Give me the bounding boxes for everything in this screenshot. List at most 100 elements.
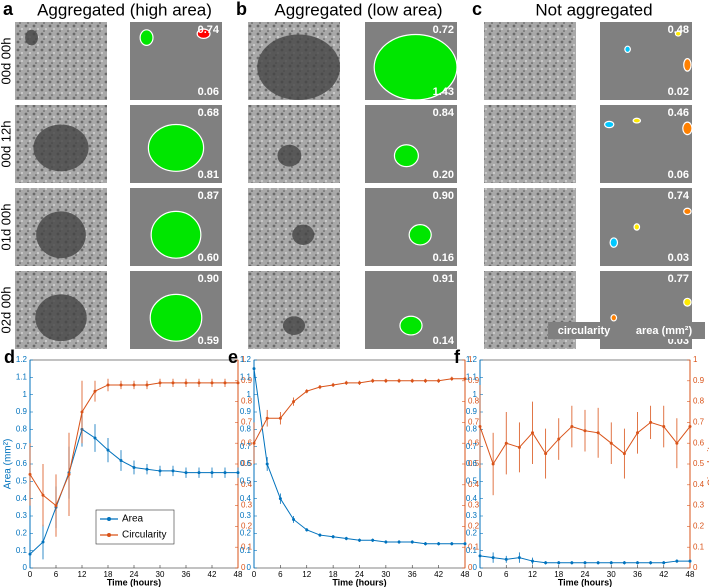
point [197, 471, 201, 475]
circularity-value: 0.90 [433, 190, 454, 202]
series-line [253, 378, 465, 444]
mask-blob [674, 30, 682, 37]
point [688, 559, 692, 563]
point [278, 416, 282, 420]
point [531, 431, 534, 435]
x-tick-label: 6 [504, 570, 509, 579]
point [583, 561, 587, 565]
point [371, 538, 375, 542]
x-tick-label: 42 [208, 570, 217, 579]
y-tick-label: 1.2 [16, 355, 28, 364]
x-tick-label: 48 [234, 570, 243, 579]
x-tick-label: 24 [355, 570, 364, 579]
point [384, 540, 388, 544]
point [236, 471, 240, 475]
y-tick-label: 0.6 [466, 459, 478, 468]
y2-tick-label: 0.8 [468, 397, 480, 406]
y-tick-label: 0.1 [16, 546, 28, 555]
mask-blob [139, 29, 154, 46]
panel-letter: c [472, 0, 482, 19]
y2-tick-label: 0 [468, 563, 473, 572]
x-tick-label: 12 [302, 570, 311, 579]
y2-tick-label: 0.8 [241, 397, 253, 406]
y2-tick-label: 0.7 [693, 418, 705, 427]
y2-tick-label: 0.7 [468, 418, 480, 427]
y-tick-label: 0.5 [466, 476, 478, 485]
key-circularity: circularity [558, 325, 611, 337]
panel-title: Aggregated (low area) [274, 0, 442, 19]
point [371, 379, 375, 383]
y2-tick-label: 0.6 [241, 438, 253, 447]
point [478, 554, 482, 558]
key-box [623, 322, 705, 339]
y-tick-label: 0.9 [240, 407, 252, 416]
micrograph [248, 271, 340, 349]
area-value: 0.02 [668, 86, 689, 98]
point [688, 425, 692, 429]
area-value: 0.59 [198, 335, 219, 347]
circularity-value: 0.91 [433, 273, 454, 285]
x-tick-label: 36 [182, 570, 191, 579]
y2-tick-label: 0.1 [693, 542, 705, 551]
y-tick-label: 0.5 [16, 476, 28, 485]
plot-frame [253, 359, 466, 569]
mask-blob [610, 314, 618, 322]
circularity-value: 0.46 [668, 107, 689, 119]
micrograph [248, 105, 340, 183]
y2-tick-label: 0.5 [693, 459, 705, 468]
point [292, 400, 296, 404]
x-axis-label: Time (hours) [558, 577, 612, 587]
point [609, 441, 613, 445]
mask-blob [683, 58, 692, 72]
point [236, 381, 240, 385]
y2-tick-label: 0.3 [693, 501, 705, 510]
point [636, 431, 639, 435]
point [305, 528, 309, 532]
mask-blob [393, 144, 419, 168]
y2-tick-label: 0.1 [468, 542, 480, 551]
y2-tick-label: 0.9 [241, 376, 253, 385]
point [223, 471, 227, 475]
point [463, 377, 467, 381]
y2-tick-label: 0.6 [693, 438, 705, 447]
point [583, 429, 587, 433]
y2-axis-label: Circularity [707, 442, 709, 486]
x-axis-label: Time (hours) [107, 577, 161, 587]
y-tick-label: 0.8 [466, 424, 478, 433]
y2-tick-label: 0.3 [241, 501, 253, 510]
legend-box [95, 509, 175, 545]
y2-tick-label: 0.9 [693, 376, 705, 385]
y-tick-label: 0.6 [240, 459, 252, 468]
point [544, 452, 548, 456]
x-tick-label: 6 [54, 570, 59, 579]
y-tick-label: 1.1 [16, 372, 28, 381]
micrograph [248, 188, 340, 266]
point [210, 471, 214, 475]
panel-title: Not aggregated [535, 0, 652, 19]
circularity-value: 0.90 [198, 273, 219, 285]
point [649, 561, 653, 565]
y2-tick-label: 0.2 [241, 522, 253, 531]
x-tick-label: 48 [461, 570, 470, 579]
area-value: 0.16 [433, 252, 454, 264]
point [504, 557, 508, 561]
point [184, 471, 188, 475]
mask-blob [399, 315, 423, 336]
y2-tick-label: 0.5 [468, 459, 480, 468]
y-tick-label: 0.2 [466, 528, 478, 537]
y-tick-label: 0 [23, 563, 28, 572]
legend-label: Circularity [122, 530, 166, 541]
point [397, 379, 401, 383]
point [278, 497, 282, 501]
point [463, 542, 467, 546]
y2-tick-label: 0.8 [693, 397, 705, 406]
chart-letter: f [454, 347, 461, 367]
x-tick-label: 12 [78, 570, 87, 579]
point [570, 561, 574, 565]
aggregate [277, 144, 302, 167]
mask [600, 188, 692, 266]
y-tick-label: 1 [247, 390, 252, 399]
point [184, 381, 188, 385]
y-tick-label: 0 [247, 563, 252, 572]
row-label: 00d 00h [0, 38, 13, 85]
